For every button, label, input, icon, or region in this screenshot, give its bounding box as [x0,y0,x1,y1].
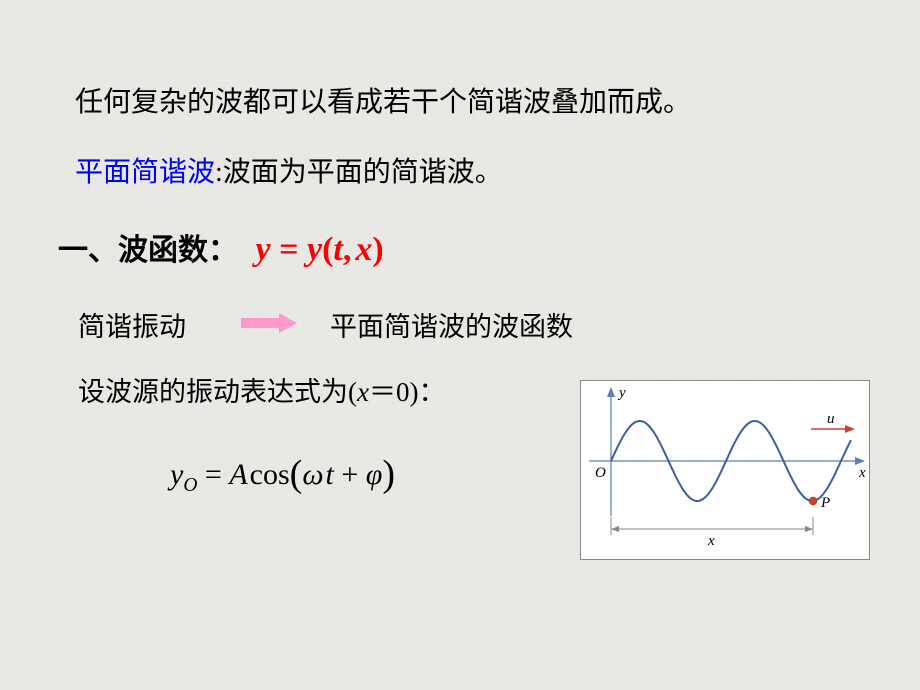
term-plane-harmonic-wave: 平面简谐波 [75,157,215,188]
eq2-paren-open: ( [290,453,303,495]
eq1-equals: = [271,231,307,268]
wave-svg: y x Ou Px [581,381,871,561]
implies-arrow-icon [235,310,305,341]
slide: 任何复杂的波都可以看成若干个简谐波叠加而成。 平面简谐波:波面为平面的简谐波。 … [0,0,920,690]
eq2-A: A [229,458,247,491]
source-equation: yO = Acos(ωt + φ) [170,450,395,497]
section-wave-function: 一、波函数： y = y(t,x) [58,225,384,269]
eq1-comma: , [343,231,352,268]
eq2-cos: cos [250,458,290,491]
eq2-equals: = [197,458,229,491]
eq1-y-lhs: y [256,231,271,268]
source-expression-label: 设波源的振动表达式为(x＝0)： [78,370,445,409]
eq1-paren-open: ( [322,231,333,268]
svg-text:P: P [820,495,830,511]
eq2-sub-o: O [183,475,197,496]
eq2-paren-close: ) [382,453,395,495]
eq2-plus: + [334,458,366,491]
line5-prefix: 设波源的振动表达式为( [78,377,357,407]
eq2-y: y [170,458,183,491]
plane-wave-def: 平面简谐波:波面为平面的简谐波。 [75,150,503,190]
wave-chart: y x Ou Px [580,380,870,560]
svg-text:x: x [707,533,715,549]
svg-text:u: u [827,411,835,427]
eq2-omega: ω [302,458,323,491]
section-label: 一、波函数： [58,234,238,267]
eq1-x: x [355,231,372,268]
eq1-y-rhs: y [307,231,322,268]
term-def-text: :波面为平面的简谐波。 [215,157,503,188]
svg-text:x: x [858,465,866,481]
svg-text:y: y [617,385,626,401]
eq2-t: t [326,458,334,491]
plane-wave-function-label: 平面简谐波的波函数 [330,305,573,344]
eq1-paren-close: ) [372,231,383,268]
line5-suffix: ＝0)： [369,377,446,407]
intro-text: 任何复杂的波都可以看成若干个简谐波叠加而成。 [75,80,691,120]
eq1-t: t [333,231,342,268]
eq2-phi: φ [366,458,383,491]
shm-label: 简谐振动 [78,305,186,344]
line5-var-x: x [357,377,369,407]
svg-text:O: O [595,465,606,481]
